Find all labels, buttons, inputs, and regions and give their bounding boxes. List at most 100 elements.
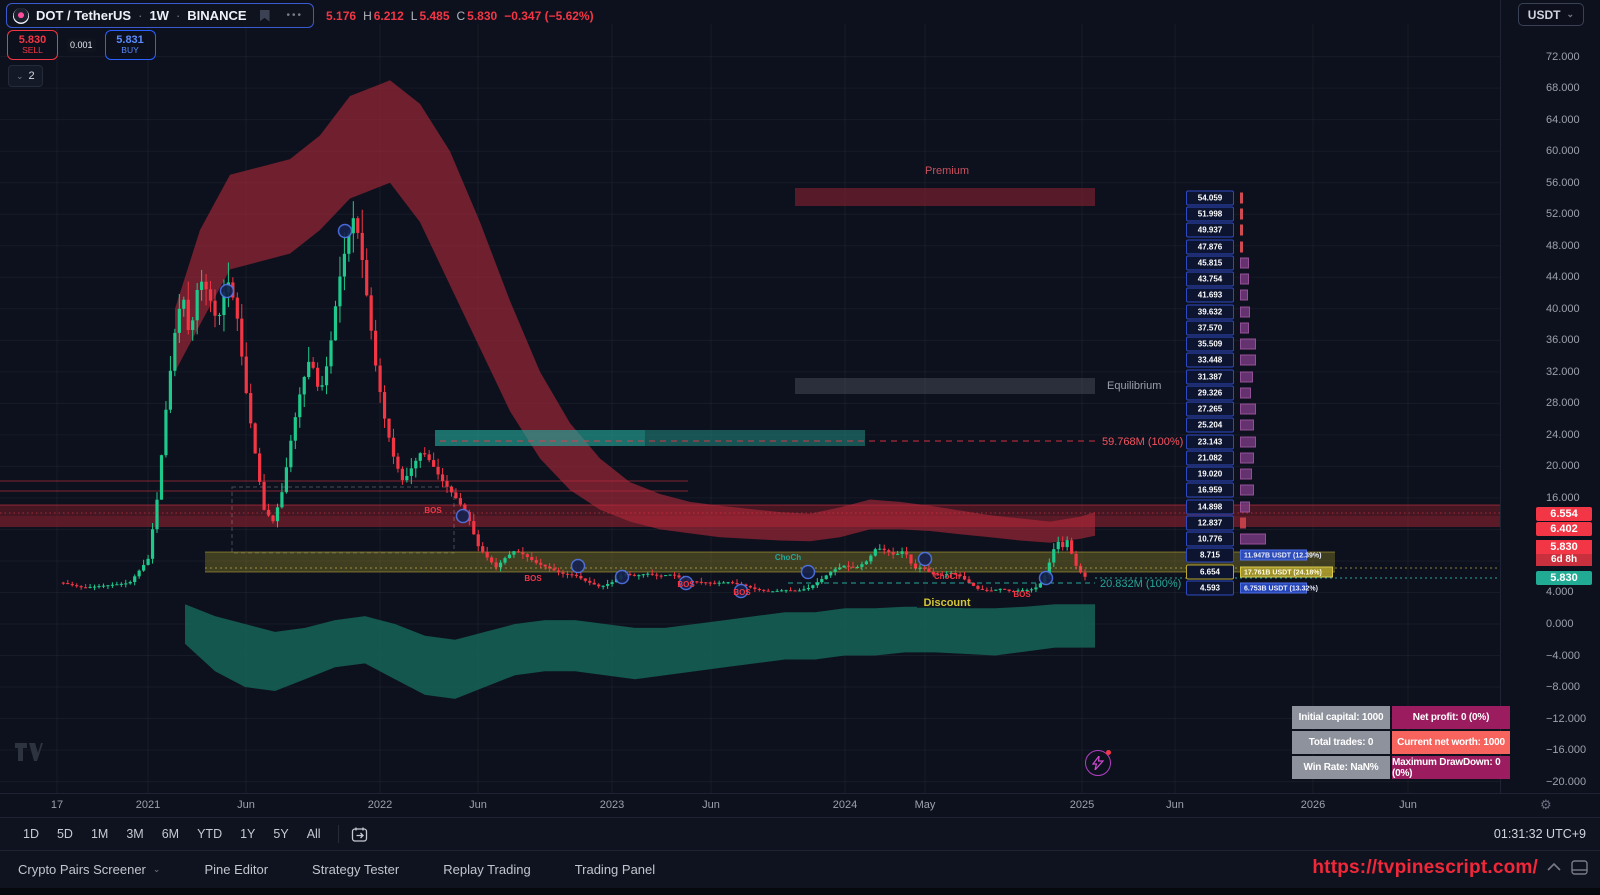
panel-layout-icon[interactable] [1571, 860, 1588, 875]
price-tick-label: 52.000 [1546, 208, 1580, 221]
calendar-icon [351, 827, 367, 842]
price-tick-label: −12.000 [1546, 712, 1587, 725]
chevron-up-icon[interactable] [1546, 860, 1562, 874]
time-tick-label: 2024 [832, 799, 858, 811]
chevron-down-icon: ⌄ [152, 864, 161, 874]
price-tick-label: 64.000 [1546, 113, 1580, 126]
ohlc-value: 6.212 [373, 8, 404, 23]
tab-crypto-pairs-screener[interactable]: Crypto Pairs Screener ⌄ [18, 862, 161, 877]
clock-display[interactable]: 01:31:32 UTC+9 [1493, 827, 1586, 841]
time-tick-label: 2025 [1069, 799, 1095, 811]
ohlc-value: 5.176 [326, 8, 357, 23]
chevron-down-icon: ⌄ [16, 70, 24, 81]
tab-trading-panel[interactable]: Trading Panel [574, 862, 656, 877]
symbol-button[interactable]: DOT / TetherUS · 1W · BINANCE ••• [6, 3, 315, 28]
sell-price: 5.830 [18, 34, 47, 47]
time-tick-label: 2026 [1300, 799, 1326, 811]
price-tick-label: 48.000 [1546, 239, 1580, 252]
buy-price: 5.831 [116, 34, 144, 47]
ohlc-value: 5.830 [467, 8, 498, 23]
time-tick-label: Jun [1399, 799, 1417, 811]
svg-text:BOS: BOS [1013, 590, 1031, 599]
svg-text:20.832M (100%): 20.832M (100%) [1100, 578, 1181, 590]
price-scale-divider [1500, 0, 1501, 817]
pivot-marker [800, 564, 816, 580]
more-options-icon[interactable]: ••• [286, 10, 304, 21]
range-toolbar: 1D 5D 1M 3M 6M YTD 1Y 5Y All 01:31:32 UTC+9 [0, 817, 1600, 850]
time-tick-label: 2023 [599, 799, 625, 811]
separator: · [175, 8, 181, 23]
range-button-1y[interactable]: 1Y [240, 827, 256, 841]
ohlc-key: L [410, 8, 418, 23]
ohlc-values: 5.176 H 6.212 L 5.485 C 5.830 −0.347 (−5.62%) [324, 9, 594, 23]
candle-body [771, 591, 775, 593]
gear-icon[interactable]: ⚙ [1540, 797, 1552, 812]
range-button-5d[interactable]: 5D [56, 827, 73, 841]
watermark-url[interactable]: https://tvpinescript.com/ [1312, 857, 1538, 878]
price-chart-canvas[interactable]: 59.768M (100%) 20.832M (100%) Premium Equil… [0, 0, 1600, 793]
svg-text:BOS: BOS [424, 506, 442, 515]
svg-text:Equilibrium: Equilibrium [1107, 380, 1161, 392]
separator: · [138, 8, 143, 23]
pivot-marker [678, 575, 694, 591]
strategy-table-cell: Net profit: 0 (0%) [1392, 706, 1510, 729]
time-axis[interactable]: ⚙ 17 2021 Jun 2022 Jun 2023 Jun 2024 May 2025 Jun 2… [0, 793, 1600, 818]
replay-lightning-button[interactable] [1085, 750, 1111, 776]
strategy-table-cell: Current net worth: 1000 [1392, 731, 1510, 754]
tab-pine-editor[interactable]: Pine Editor [204, 862, 269, 877]
tab-strategy-tester[interactable]: Strategy Tester [312, 862, 400, 877]
tradingview-logo-icon[interactable] [14, 742, 44, 762]
range-button-5y[interactable]: 5Y [273, 827, 289, 841]
price-tick-label: 72.000 [1546, 50, 1580, 63]
strategy-table-cell: Win Rate: NaN% [1292, 756, 1390, 779]
spread-value: 0.001 [67, 38, 96, 52]
strategy-table-cell: Total trades: 0 [1292, 731, 1390, 754]
candle-body [1020, 590, 1025, 592]
price-tick-label: 60.000 [1546, 145, 1580, 158]
price-tick-label: 36.000 [1546, 334, 1580, 347]
currency-dropdown[interactable]: USDT ⌄ [1517, 3, 1584, 26]
change-value: −0.347 (−5.62%) [504, 8, 594, 23]
polkadot-logo-icon [13, 7, 29, 24]
candle-body [84, 587, 88, 589]
range-button-1d[interactable]: 1D [23, 827, 39, 841]
exchange-label: BINANCE [187, 8, 247, 23]
ohlc-key: C [456, 8, 466, 23]
lightning-icon [1092, 756, 1104, 770]
price-tick-label: 56.000 [1546, 176, 1580, 189]
svg-text:ChoCh: ChoCh [775, 553, 801, 562]
last-price-label: 5.830 [1536, 571, 1592, 585]
bottom-tab-bar: Crypto Pairs Screener ⌄ Pine Editor Strateg… [0, 850, 1600, 888]
time-tick-label: 17 [50, 799, 64, 811]
toolbar-divider [337, 825, 339, 843]
chevron-down-icon: ⌄ [1566, 9, 1574, 19]
tab-replay-trading[interactable]: Replay Trading [443, 862, 531, 877]
svg-text:BOS: BOS [733, 588, 751, 597]
indicator-price-label: 6.402 [1536, 522, 1592, 536]
range-button-1m[interactable]: 1M [90, 827, 109, 841]
ohlc-key: H [363, 8, 372, 23]
price-scale-axis[interactable]: 72.000 68.000 64.000 60.000 56.000 52.000 48.0… [1502, 0, 1600, 793]
range-button-6m[interactable]: 6M [161, 827, 180, 841]
price-tick-label: 44.000 [1546, 271, 1580, 284]
ohlc-value: 5.485 [419, 8, 450, 23]
price-tick-label: 40.000 [1546, 302, 1580, 315]
buy-button[interactable]: 5.831 BUY [104, 30, 156, 60]
range-button-ytd[interactable]: YTD [197, 827, 223, 841]
price-tick-label: 0.000 [1546, 618, 1574, 630]
indicator-price-label: 5.830 6d 8h [1536, 540, 1592, 566]
sell-button[interactable]: 5.830 SELL [7, 30, 58, 60]
range-button-all[interactable]: All [306, 827, 321, 841]
bottom-strip [0, 888, 1600, 895]
object-tree-collapse-button[interactable]: ⌄ 2 [8, 65, 43, 87]
flag-icon[interactable] [259, 9, 270, 22]
pivot-marker [455, 508, 471, 524]
price-tick-label: −4.000 [1546, 649, 1580, 662]
time-tick-label: Jun [469, 799, 487, 811]
go-to-date-button[interactable] [351, 826, 368, 843]
time-tick-label: May [914, 799, 936, 811]
range-buttons: 1D 5D 1M 3M 6M YTD 1Y 5Y All [14, 824, 330, 844]
trade-widget: 5.830 SELL 0.001 5.831 BUY [7, 30, 156, 60]
strategy-tester-results: Initial capital: 1000 Net profit: 0 (0%) T… [1292, 706, 1510, 781]
range-button-3m[interactable]: 3M [126, 827, 144, 841]
